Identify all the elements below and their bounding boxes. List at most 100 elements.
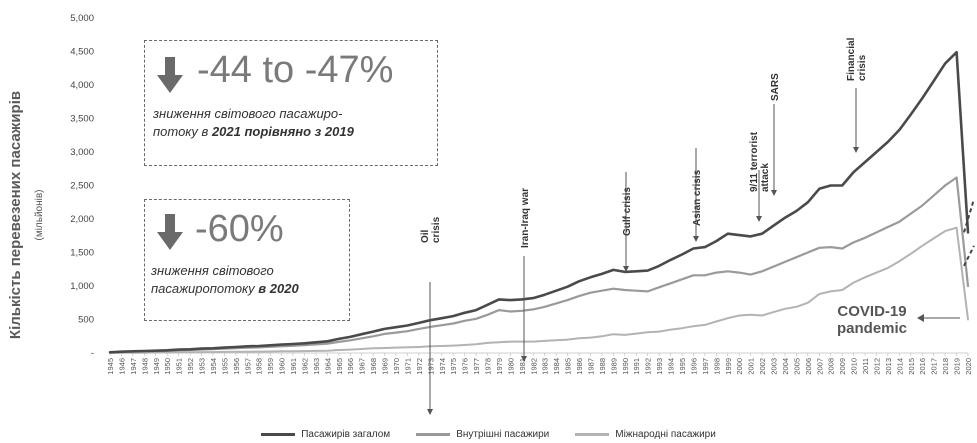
x-tick-label: 1985 bbox=[564, 358, 573, 375]
legend: Пасажирів загалом Внутрішні пасажири Між… bbox=[0, 426, 977, 442]
y-tick-label: 5,000 bbox=[70, 13, 94, 24]
x-tick-label: 1962 bbox=[300, 358, 309, 375]
x-tick-label: 1959 bbox=[266, 358, 275, 375]
callout-2021-value: -44 to -47% bbox=[197, 49, 394, 91]
x-tick-label: 2008 bbox=[827, 358, 836, 375]
x-tick-label: 1982 bbox=[529, 358, 538, 375]
annotation-label: SARS bbox=[770, 73, 781, 101]
annotation-label: Financialcrisis bbox=[846, 37, 868, 81]
x-tick-label: 1997 bbox=[701, 358, 710, 375]
x-tick-label: 1960 bbox=[278, 358, 287, 375]
annotation-label: Oilcrisis bbox=[420, 216, 442, 243]
x-tick-label: 1990 bbox=[621, 358, 630, 375]
annotation-asian-crisis: Asian crisis bbox=[692, 148, 703, 242]
x-tick-label: 1996 bbox=[689, 358, 698, 375]
annotation-label: 9/11 terroristattack bbox=[749, 131, 771, 192]
x-tick-label: 1950 bbox=[163, 358, 172, 375]
annotation-label-line: attack bbox=[760, 163, 771, 192]
x-tick-label: 1988 bbox=[598, 358, 607, 375]
recovery-dash-total bbox=[963, 245, 975, 267]
x-tick-label: 1987 bbox=[586, 358, 595, 375]
axes: - 500 1,000 1,500 2,000 2,500 3,000 3,500 4,000 4… bbox=[70, 13, 973, 375]
annotation-iran-iraq-war: Iran-Iraq war bbox=[520, 188, 531, 362]
annotation-label: Asian crisis bbox=[692, 169, 703, 226]
series-layer bbox=[108, 50, 975, 354]
callout-2021-line1: зниження світового пасажиро- bbox=[153, 106, 343, 121]
x-tick-label: 2014 bbox=[895, 358, 904, 375]
covid-arrow-head bbox=[917, 314, 924, 322]
legend-label-total: Пасажирів загалом bbox=[301, 428, 391, 440]
annotation-label-line: Oil bbox=[420, 229, 431, 243]
x-tick-label: 2013 bbox=[884, 358, 893, 375]
x-tick-label: 1955 bbox=[220, 358, 229, 375]
callout-2021-line2b: 2021 порівняно з 2019 bbox=[211, 123, 354, 139]
x-tick-label: 1957 bbox=[243, 358, 252, 375]
annotation-label: Iran-Iraq war bbox=[520, 188, 531, 248]
x-tick-label: 1977 bbox=[472, 358, 481, 375]
annotation-arrow-head bbox=[623, 266, 629, 272]
y-tick-label: 1,500 bbox=[70, 248, 94, 259]
x-tick-label: 2012 bbox=[872, 358, 881, 375]
y-tick-label: 3,000 bbox=[70, 147, 94, 158]
y-axis-title-block: Кількість перевезених пасажирів (мільйон… bbox=[2, 40, 45, 340]
annotation-arrow-head bbox=[853, 147, 859, 153]
covid-label-line1: COVID-19 bbox=[837, 303, 906, 320]
x-tick-label: 1975 bbox=[449, 358, 458, 375]
x-tick-label: 1949 bbox=[152, 358, 161, 375]
x-tick-label: 1973 bbox=[426, 358, 435, 375]
annotation-label: Gulf crisis bbox=[622, 187, 633, 236]
x-tick-label: 2015 bbox=[907, 358, 916, 375]
covid-label-line2: pandemic bbox=[837, 320, 907, 337]
x-tick-label: 1978 bbox=[484, 358, 493, 375]
x-tick-label: 2016 bbox=[918, 358, 927, 375]
x-tick-label: 2019 bbox=[953, 358, 962, 375]
x-tick-label: 2020 bbox=[964, 358, 973, 375]
annotation-arrow-head bbox=[427, 409, 433, 415]
x-tick-label: 2005 bbox=[792, 358, 801, 375]
y-tick-label: 500 bbox=[78, 315, 94, 326]
x-tick-label: 1948 bbox=[140, 358, 149, 375]
legend-swatch-domestic bbox=[416, 432, 451, 436]
x-tick-label: 1995 bbox=[678, 358, 687, 375]
x-tick-label: 1963 bbox=[312, 358, 321, 375]
recovery-dash-total-2 bbox=[963, 198, 975, 233]
x-tick-label: 1958 bbox=[255, 358, 264, 375]
x-tick-label: 1953 bbox=[198, 358, 207, 375]
annotation-arrow-head bbox=[756, 216, 762, 222]
x-tick-label: 1974 bbox=[438, 358, 447, 375]
y-tick-label: 4,500 bbox=[70, 47, 94, 58]
y-tick-label: 1,000 bbox=[70, 281, 94, 292]
x-tick-label: 2003 bbox=[770, 358, 779, 375]
callout-2021: -44 to -47% зниження світового пасажиро-… bbox=[144, 40, 438, 166]
y-tick-label: 2,500 bbox=[70, 181, 94, 192]
legend-label-domestic: Внутрішні пасажири bbox=[456, 428, 550, 440]
x-tick-label: 2009 bbox=[838, 358, 847, 375]
x-tick-label: 1965 bbox=[335, 358, 344, 375]
x-tick-label: 1969 bbox=[381, 358, 390, 375]
series-line-2 bbox=[109, 226, 969, 354]
x-tick-label: 2006 bbox=[804, 358, 813, 375]
x-tick-label: 2007 bbox=[815, 358, 824, 375]
x-tick-label: 1961 bbox=[289, 358, 298, 375]
x-tick-label: 1986 bbox=[575, 358, 584, 375]
x-tick-label: 1972 bbox=[415, 358, 424, 375]
series-line-0 bbox=[108, 50, 970, 354]
annotation-label-line: Financial bbox=[846, 37, 857, 81]
x-tick-label: 1989 bbox=[609, 358, 618, 375]
x-tick-label: 2018 bbox=[941, 358, 950, 375]
annotation-label-line: crisis bbox=[431, 216, 442, 243]
x-tick-label: 2011 bbox=[861, 358, 870, 374]
annotation-gulf-crisis: Gulf crisis bbox=[622, 172, 633, 272]
legend-item-domestic: Внутрішні пасажири bbox=[416, 426, 549, 442]
x-tick-label: 1992 bbox=[644, 358, 653, 375]
annotation-arrow-head bbox=[771, 190, 777, 196]
x-tick-label: 1971 bbox=[403, 358, 412, 375]
x-tick-label: 1984 bbox=[552, 358, 561, 375]
x-tick-label: 1954 bbox=[209, 358, 218, 375]
x-tick-label: 2017 bbox=[930, 358, 939, 375]
x-tick-label: 1947 bbox=[129, 358, 138, 375]
annotation-label-line: 9/11 terrorist bbox=[749, 131, 760, 192]
legend-swatch-international bbox=[575, 432, 610, 436]
series-line-1 bbox=[108, 176, 970, 354]
y-axis-title: Кількість перевезених пасажирів bbox=[7, 91, 24, 339]
